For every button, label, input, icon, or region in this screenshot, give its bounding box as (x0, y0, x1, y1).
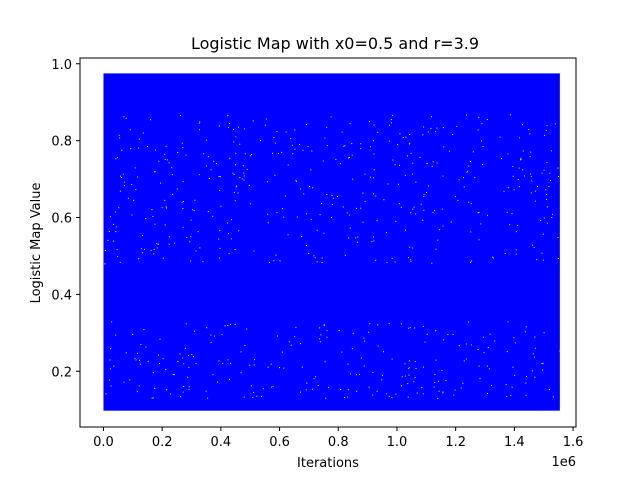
x-tick-label: 0.8 (328, 435, 349, 450)
y-tick-label: 0.6 (51, 212, 72, 227)
chart-title: Logistic Map with x0=0.5 and r=3.9 (191, 34, 479, 53)
x-axis-label: Iterations (297, 456, 359, 471)
y-axis-ticks: 0.2 0.4 0.6 0.8 1.0 (51, 58, 80, 380)
point-gaps (104, 114, 561, 399)
x-tick-label: 1.4 (504, 435, 525, 450)
logistic-map-points (103, 73, 560, 411)
plot-area (103, 73, 561, 411)
y-tick-label: 1.0 (51, 58, 72, 73)
axes-frame (79, 57, 577, 428)
y-tick-label: 0.4 (51, 288, 72, 303)
x-tick-label: 0.2 (152, 435, 173, 450)
y-tick-label: 0.8 (51, 135, 72, 150)
x-tick-label: 0.4 (211, 435, 232, 450)
y-axis-label: Logistic Map Value (29, 183, 44, 304)
x-tick-label: 1.0 (387, 435, 408, 450)
x-tick-label: 0.6 (269, 435, 290, 450)
x-tick-label: 1.6 (563, 435, 584, 450)
x-tick-label: 0.0 (93, 435, 114, 450)
x-axis-ticks: 0.0 0.2 0.4 0.6 0.8 1.0 1.2 1.4 1.6 (93, 427, 583, 450)
x-axis-offset-label: 1e6 (551, 455, 576, 470)
y-tick-label: 0.2 (51, 365, 72, 380)
x-tick-label: 1.2 (445, 435, 466, 450)
